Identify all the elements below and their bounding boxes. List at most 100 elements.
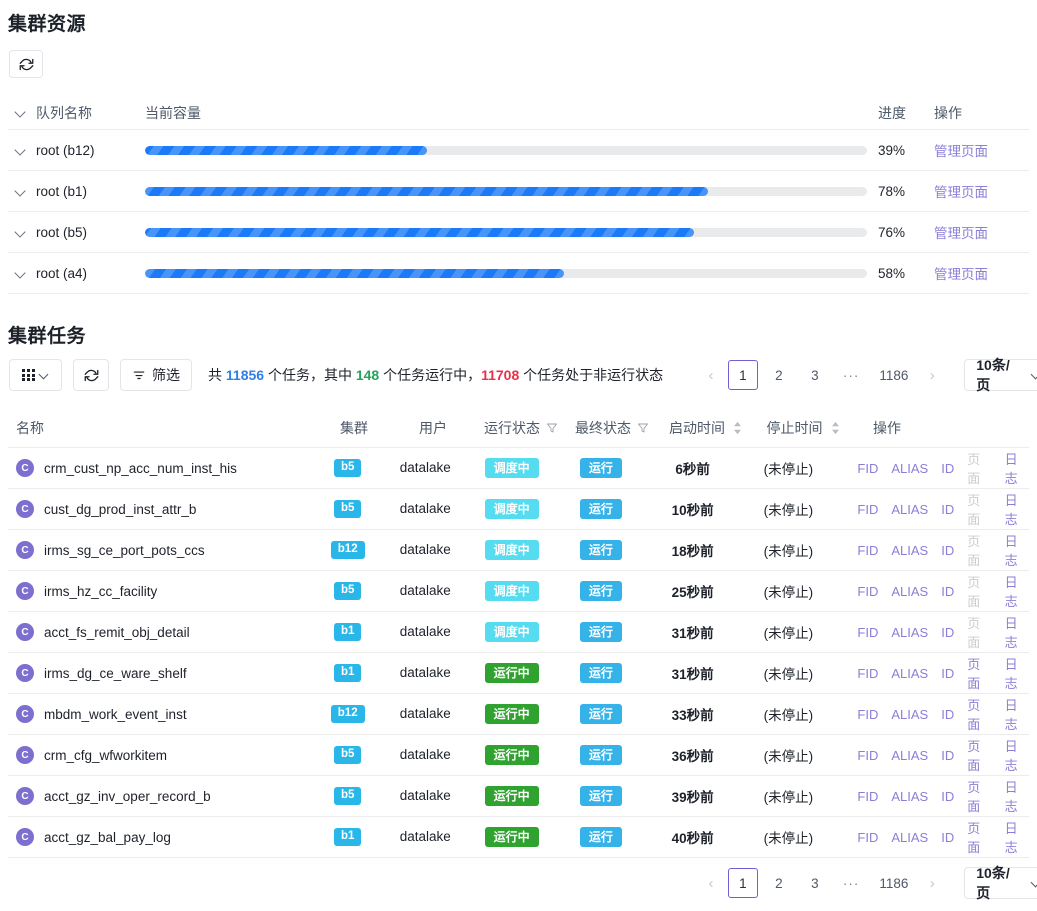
action-fid-link[interactable]: FID [857,624,879,640]
action-id-link[interactable]: ID [941,788,955,804]
action-id-link[interactable]: ID [941,706,955,722]
action-alias-link[interactable]: ALIAS [891,747,929,763]
pagination-page-2[interactable]: 2 [775,367,783,383]
manage-page-link[interactable]: 管理页面 [934,184,988,200]
action-fid-link[interactable]: FID [857,501,879,517]
action-id-link[interactable]: ID [941,665,955,681]
final-status-badge: 运行 [579,622,622,642]
pagination-page-3[interactable]: 3 [811,875,819,891]
action-id-link[interactable]: ID [941,501,955,517]
action-log-link[interactable]: 日志 [1004,493,1018,527]
collapse-all-chevron-icon[interactable] [16,107,27,118]
action-id-link[interactable]: ID [941,583,955,599]
action-alias-link[interactable]: ALIAS [891,788,929,804]
action-alias-link[interactable]: ALIAS [891,460,929,476]
action-page-link[interactable]: 页面 [967,698,981,732]
view-mode-switch-button[interactable] [9,359,62,391]
action-alias-link[interactable]: ALIAS [891,542,929,558]
pagination-page-last[interactable]: 1186 [879,875,909,891]
action-fid-link[interactable]: FID [857,747,879,763]
action-fid-link[interactable]: FID [857,583,879,599]
action-id-link[interactable]: ID [941,747,955,763]
task-name: cust_dg_prod_inst_attr_b [44,501,197,517]
action-id-link[interactable]: ID [941,542,955,558]
stats-prefix: 共 [208,367,226,383]
pagination-prev-button[interactable]: ‹ [708,874,714,892]
cluster-badge: b5 [333,746,362,764]
action-log-link[interactable]: 日志 [1004,657,1018,691]
action-log-link[interactable]: 日志 [1004,452,1018,486]
action-alias-link[interactable]: ALIAS [891,583,929,599]
start-time: 25秒前 [671,584,714,600]
expand-chevron-icon[interactable] [16,268,27,279]
action-page-link[interactable]: 页面 [967,739,981,773]
pagination-next-button[interactable]: › [929,874,935,892]
manage-page-link[interactable]: 管理页面 [934,266,988,282]
action-fid-link[interactable]: FID [857,542,879,558]
final-status-badge: 运行 [579,786,622,806]
column-header-run-status: 运行状态 [484,419,540,436]
pagination-ellipsis[interactable]: ··· [842,875,860,891]
pagination-next-button[interactable]: › [929,366,935,384]
pagination-page-1[interactable]: 1 [727,868,758,898]
action-alias-link[interactable]: ALIAS [891,829,929,845]
action-page-link[interactable]: 页面 [967,657,981,691]
action-fid-link[interactable]: FID [857,788,879,804]
page-size-select[interactable]: 10条/页 [964,357,1037,393]
progress-value: 39% [878,142,906,158]
manage-page-link[interactable]: 管理页面 [934,225,988,241]
resource-refresh-button[interactable] [9,50,43,78]
action-alias-link[interactable]: ALIAS [891,501,929,517]
action-log-link[interactable]: 日志 [1004,698,1018,732]
tasks-refresh-button[interactable] [73,359,109,391]
action-log-link[interactable]: 日志 [1004,616,1018,650]
action-fid-link[interactable]: FID [857,829,879,845]
pagination-page-2[interactable]: 2 [775,875,783,891]
action-log-link[interactable]: 日志 [1004,534,1018,568]
expand-chevron-icon[interactable] [16,186,27,197]
run-status-badge: 调度中 [484,540,539,560]
chevron-down-icon [1032,879,1037,888]
resource-table-header: 队列名称 当前容量 进度 操作 [8,96,1029,130]
column-header-cluster: 集群 [340,419,368,436]
cluster-badge: b5 [333,582,362,600]
action-page-link[interactable]: 页面 [967,821,981,855]
avatar: C [16,623,34,641]
pagination-page-last[interactable]: 1186 [879,367,909,383]
user-name: datalake [399,829,451,844]
action-page-link: 页面 [967,452,981,486]
action-fid-link[interactable]: FID [857,460,879,476]
action-fid-link[interactable]: FID [857,665,879,681]
sort-icon[interactable] [733,421,742,435]
pagination-prev-button[interactable]: ‹ [708,366,714,384]
filter-funnel-icon[interactable] [637,422,649,434]
action-page-link[interactable]: 页面 [967,780,981,814]
filter-icon [132,368,146,382]
action-id-link[interactable]: ID [941,460,955,476]
page-size-select[interactable]: 10条/页 [964,865,1037,901]
filter-funnel-icon[interactable] [546,422,558,434]
action-log-link[interactable]: 日志 [1004,739,1018,773]
filter-button[interactable]: 筛选 [120,359,192,391]
action-fid-link[interactable]: FID [857,706,879,722]
pagination-page-3[interactable]: 3 [811,367,819,383]
action-log-link[interactable]: 日志 [1004,575,1018,609]
action-alias-link[interactable]: ALIAS [891,624,929,640]
action-id-link[interactable]: ID [941,829,955,845]
stop-time: (未停止) [763,789,814,805]
expand-chevron-icon[interactable] [16,145,27,156]
manage-page-link[interactable]: 管理页面 [934,143,988,159]
pagination-ellipsis[interactable]: ··· [842,367,860,383]
queue-name: root (b1) [36,183,88,199]
sort-icon[interactable] [831,421,840,435]
action-log-link[interactable]: 日志 [1004,780,1018,814]
action-log-link[interactable]: 日志 [1004,821,1018,855]
pagination-page-1[interactable]: 1 [727,360,758,390]
expand-chevron-icon[interactable] [16,227,27,238]
action-alias-link[interactable]: ALIAS [891,665,929,681]
final-status-badge: 运行 [579,499,622,519]
action-alias-link[interactable]: ALIAS [891,706,929,722]
action-id-link[interactable]: ID [941,624,955,640]
stats-nonrunning-count: 11708 [481,367,520,383]
